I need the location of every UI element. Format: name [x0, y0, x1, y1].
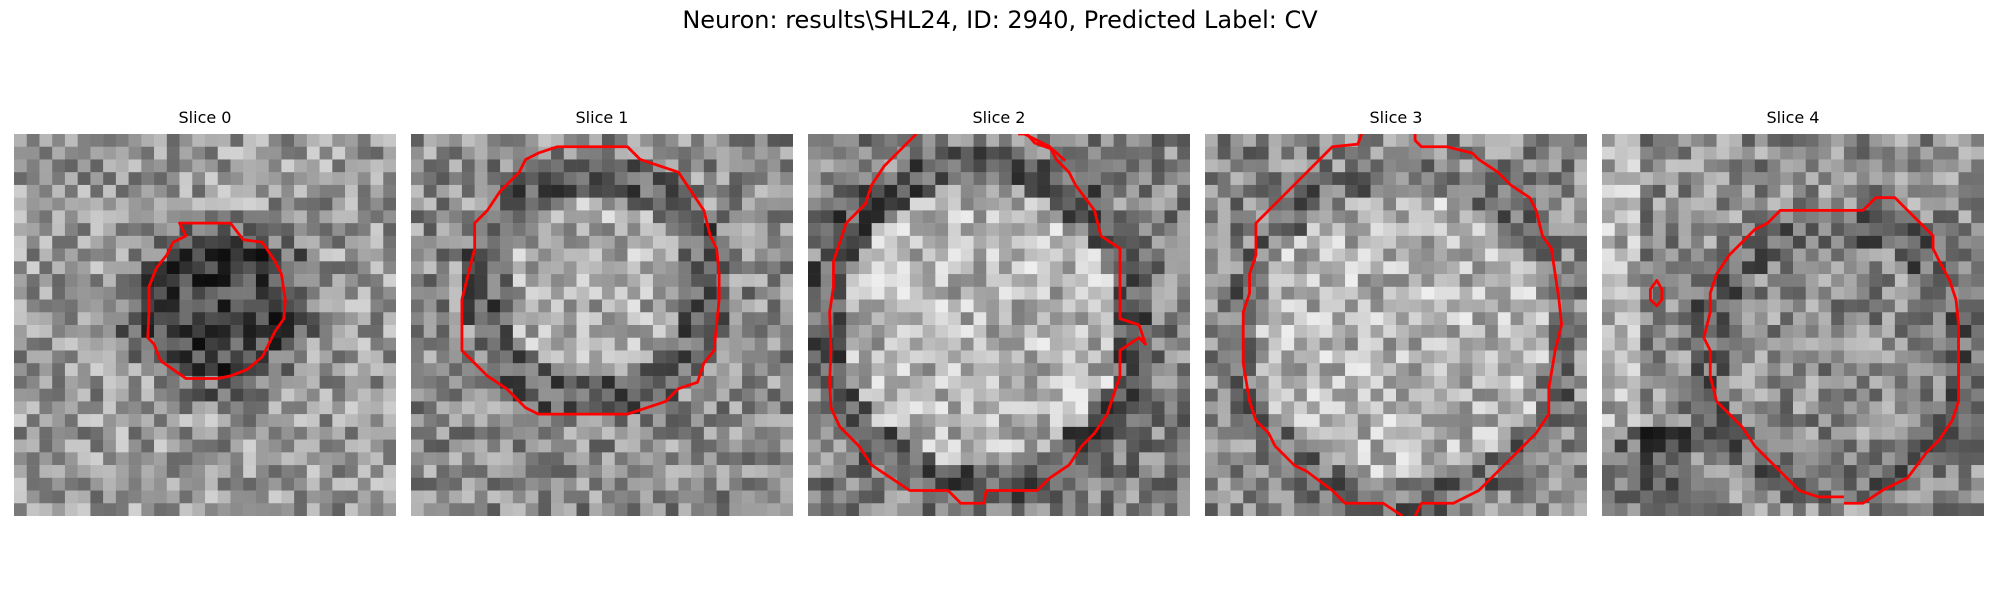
slice-panel-4: Slice 4 [1602, 108, 1984, 516]
slice-image-3 [1205, 134, 1587, 516]
slice-title-4: Slice 4 [1766, 108, 1820, 127]
segmentation-contour-0 [146, 221, 287, 380]
slice-pixels-3 [1205, 134, 1587, 516]
slice-panel-0: Slice 0 [14, 108, 396, 516]
segmentation-contour-3 [1241, 134, 1404, 516]
segmentation-contour-2 [828, 134, 1147, 505]
slice-image-0 [14, 134, 396, 516]
slice-pixels-4 [1602, 134, 1984, 516]
segmentation-contour-3-right [1413, 134, 1563, 516]
slice-panel-1: Slice 1 [411, 108, 793, 516]
slice-title-2: Slice 2 [972, 108, 1026, 127]
slice-pixels-2 [808, 134, 1190, 516]
slice-panel-2: Slice 2 [808, 108, 1190, 516]
segmentation-contour-4 [1702, 196, 1960, 505]
slice-image-1 [411, 134, 793, 516]
slice-panel-3: Slice 3 [1205, 108, 1587, 516]
slice-pixels-0 [14, 134, 396, 516]
slice-pixels-1 [411, 134, 793, 516]
slice-image-2 [808, 134, 1190, 516]
segmentation-contour-2-top [1025, 134, 1067, 162]
slice-title-1: Slice 1 [575, 108, 629, 127]
slice-title-0: Slice 0 [178, 108, 232, 127]
slice-title-3: Slice 3 [1369, 108, 1423, 127]
segmentation-contour-1 [460, 145, 721, 416]
segmentation-contour-4-spot [1648, 279, 1664, 308]
slice-image-4 [1602, 134, 1984, 516]
figure-title: Neuron: results\SHL24, ID: 2940, Predict… [682, 6, 1318, 34]
